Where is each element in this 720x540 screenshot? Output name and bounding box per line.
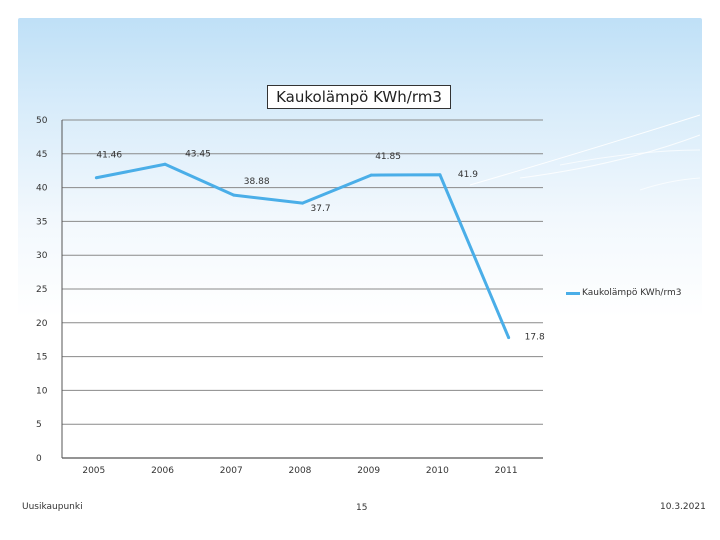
- y-tick-label: 10: [36, 386, 48, 396]
- series-line: [96, 162, 511, 339]
- chart-title: Kaukolämpö KWh/rm3: [267, 85, 451, 109]
- grid-lines: [61, 119, 543, 459]
- x-tick-label: 2005: [82, 466, 105, 476]
- y-tick-label: 30: [36, 251, 48, 261]
- data-labels: 41.46 43.45 38.88 37.7 41.85 41.9 17.8: [96, 149, 545, 342]
- x-tick-label: 2008: [289, 466, 312, 476]
- y-tick-label: 35: [36, 217, 47, 227]
- data-label: 37.7: [311, 204, 331, 214]
- data-point: [369, 173, 373, 177]
- footer-page-number: 15: [356, 503, 368, 513]
- x-tick-label: 2007: [220, 466, 243, 476]
- y-tick-label: 0: [36, 454, 42, 464]
- data-label: 41.9: [458, 170, 478, 180]
- series-layer: [94, 162, 511, 340]
- legend: Kaukolämpö KWh/rm3: [566, 288, 681, 298]
- y-tick-label: 25: [36, 285, 47, 295]
- data-point: [163, 162, 167, 166]
- y-tick-label: 50: [36, 116, 48, 126]
- x-tick-label: 2011: [495, 466, 518, 476]
- data-label: 38.88: [244, 177, 270, 187]
- data-point: [507, 336, 511, 340]
- data-point: [94, 176, 98, 180]
- y-axis-ticks: 0 5 10 15 20 25 30 35 40 45 50: [36, 116, 48, 464]
- y-tick-label: 40: [36, 184, 48, 194]
- footer-organization: Uusikaupunki: [22, 502, 83, 512]
- y-tick-label: 45: [36, 150, 47, 160]
- data-label: 41.46: [96, 151, 122, 161]
- data-label: 41.85: [375, 152, 401, 162]
- x-tick-label: 2009: [357, 466, 380, 476]
- footer-date: 10.3.2021: [660, 502, 706, 512]
- legend-label: Kaukolämpö KWh/rm3: [582, 288, 682, 298]
- data-point: [232, 193, 236, 197]
- data-label: 17.8: [525, 333, 545, 343]
- data-point: [301, 201, 304, 205]
- y-tick-label: 20: [36, 319, 48, 329]
- data-label: 43.45: [185, 149, 211, 159]
- y-tick-label: 5: [36, 420, 42, 430]
- data-point: [438, 173, 442, 177]
- legend-swatch: [566, 291, 580, 295]
- x-axis-ticks: 2005 2006 2007 2008 2009 2010 2011: [82, 466, 517, 476]
- y-tick-label: 15: [36, 353, 47, 363]
- x-tick-label: 2010: [426, 466, 449, 476]
- x-tick-label: 2006: [151, 466, 174, 476]
